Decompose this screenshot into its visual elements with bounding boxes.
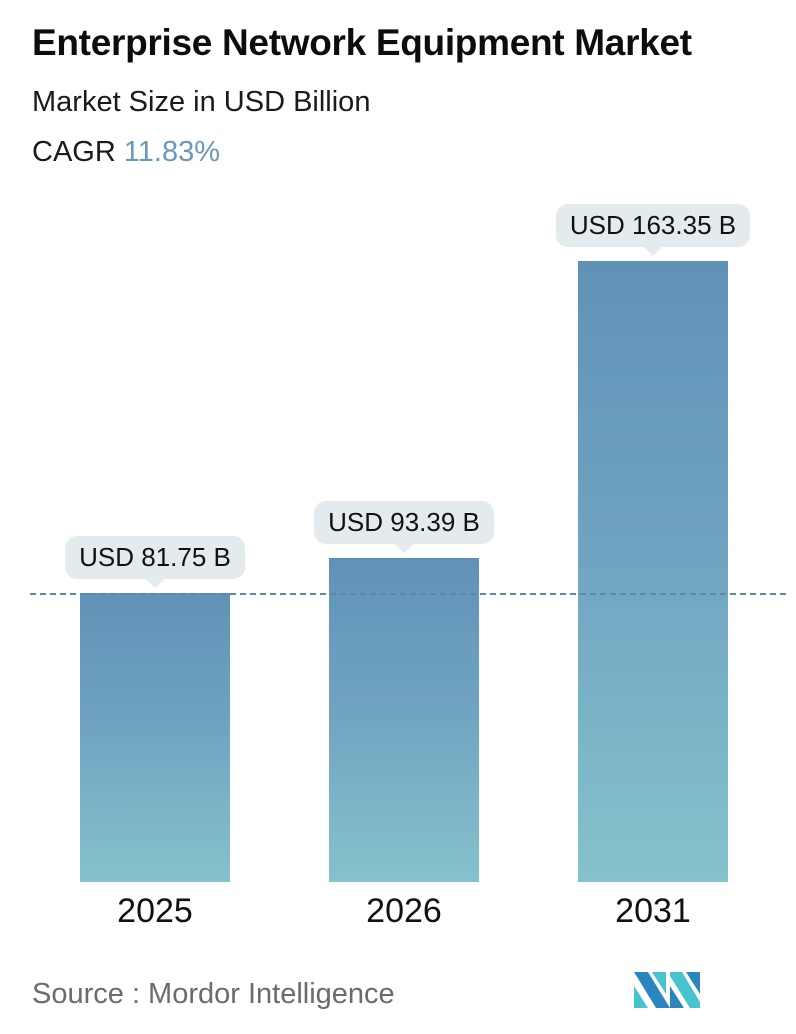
data-label-2026: USD 93.39 B xyxy=(314,501,494,553)
source-text: Source : Mordor Intelligence xyxy=(32,978,395,1010)
data-label-2031: USD 163.35 B xyxy=(555,204,751,256)
x-label-2026: 2026 xyxy=(366,892,442,930)
mordor-intelligence-logo-icon xyxy=(634,972,700,1008)
bar-2026 xyxy=(329,558,479,882)
cagr-value: 11.83% xyxy=(123,136,221,168)
x-label-2025: 2025 xyxy=(117,892,193,930)
baseline-dashed-line xyxy=(30,593,786,595)
chart-subtitle: Market Size in USD Billion xyxy=(32,86,371,118)
cagr-label: CAGR xyxy=(32,136,116,168)
chart-title: Enterprise Network Equipment Market xyxy=(32,22,692,63)
bar-2025 xyxy=(80,593,230,882)
x-label-2031: 2031 xyxy=(615,892,691,930)
cagr-row: CAGR 11.83% xyxy=(32,136,220,169)
data-label-2025: USD 81.75 B xyxy=(65,536,245,588)
bar-2031 xyxy=(578,261,728,882)
